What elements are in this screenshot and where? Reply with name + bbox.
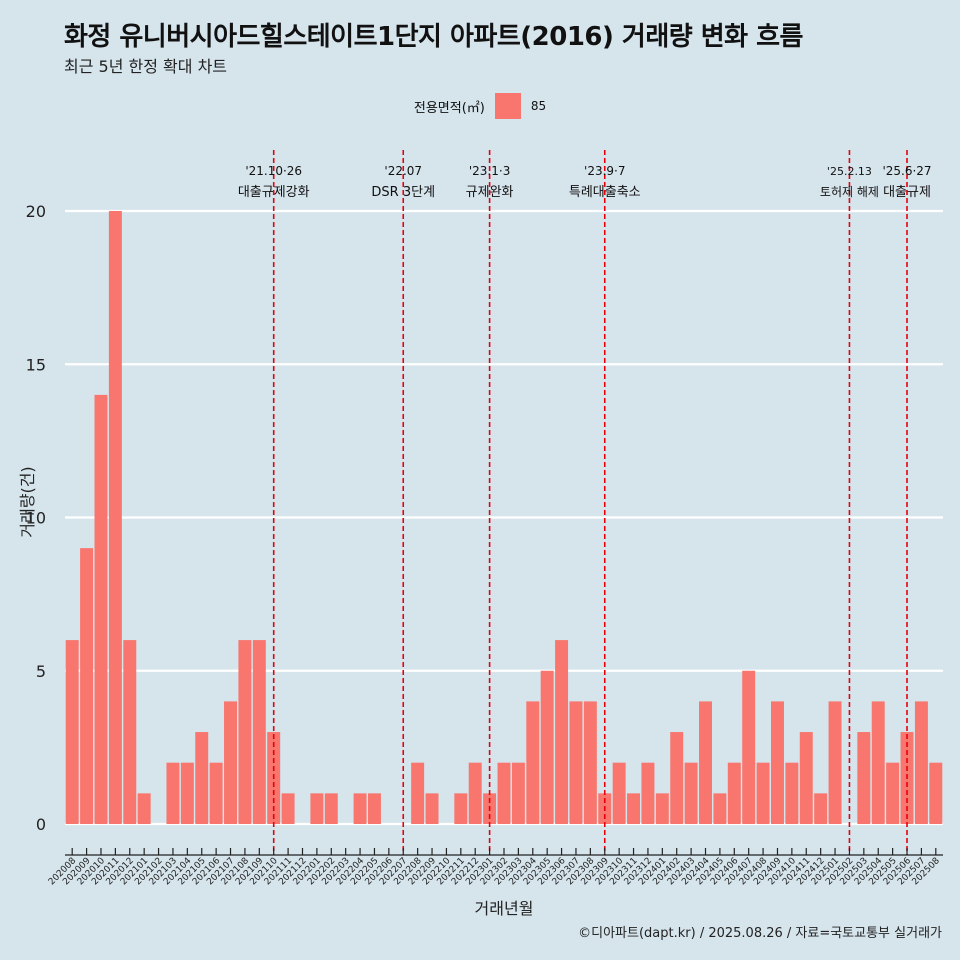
y-tick-label: 0 xyxy=(36,815,46,834)
bar-202406 xyxy=(727,762,741,824)
y-tick-label: 20 xyxy=(26,202,46,221)
legend-label-85: 85 xyxy=(530,99,547,113)
event-label: 토허제 해제 xyxy=(820,185,879,199)
bar-202303 xyxy=(511,762,525,824)
y-tick-label: 10 xyxy=(26,509,46,528)
bar-202401 xyxy=(655,793,669,824)
event-date: '25.2.13 xyxy=(827,165,872,178)
event-label: 특례대출축소 xyxy=(569,185,641,200)
bar-202011 xyxy=(108,211,122,824)
bar-202009 xyxy=(80,548,94,824)
bar-202308 xyxy=(583,701,597,824)
bar-202101 xyxy=(137,793,151,824)
bar-202409 xyxy=(770,701,784,824)
chart-title: 화정 유니버시아드힐스테이트1단지 아파트(2016) 거래량 변화 흐름 xyxy=(64,22,803,52)
bar-202501 xyxy=(828,701,842,824)
bar-202010 xyxy=(94,394,108,824)
bar-202205 xyxy=(367,793,381,824)
bar-202503 xyxy=(857,732,871,824)
bar-202508 xyxy=(929,762,943,824)
bar-202105 xyxy=(195,732,209,824)
bar-202408 xyxy=(756,762,770,824)
bar-202305 xyxy=(540,670,554,824)
bar-202311 xyxy=(627,793,641,824)
legend-swatch-85 xyxy=(494,93,521,119)
bar-202304 xyxy=(526,701,540,824)
y-axis-label: 거래량(건) xyxy=(18,466,37,537)
bar-202209 xyxy=(425,793,439,824)
bar-202208 xyxy=(411,762,425,824)
bar-202211 xyxy=(454,793,468,824)
bar-202402 xyxy=(670,732,684,824)
bar-202307 xyxy=(569,701,583,824)
bar-202103 xyxy=(166,762,180,824)
event-date: '23.1·3 xyxy=(469,164,510,178)
bar-202106 xyxy=(209,762,223,824)
bar-202411 xyxy=(799,732,813,824)
bar-202109 xyxy=(252,640,266,824)
legend: 전용면적(㎡) 85 xyxy=(0,93,960,119)
bar-202107 xyxy=(224,701,238,824)
event-label: 규제완화 xyxy=(466,185,514,200)
bar-202212 xyxy=(468,762,482,824)
source-caption: ©디아파트(dapt.kr) / 2025.08.26 / 자료=국토교통부 실… xyxy=(578,926,942,941)
bar-202312 xyxy=(641,762,655,824)
bar-202108 xyxy=(238,640,252,824)
bar-202008 xyxy=(65,640,79,824)
bar-202507 xyxy=(914,701,928,824)
bar-202403 xyxy=(684,762,698,824)
x-axis-label: 거래년월 xyxy=(475,899,534,918)
event-date: '21.10·26 xyxy=(245,164,302,178)
bar-202306 xyxy=(555,640,569,824)
bar-202505 xyxy=(886,762,900,824)
bar-202204 xyxy=(353,793,367,824)
bar-202410 xyxy=(785,762,799,824)
bar-202504 xyxy=(871,701,885,824)
y-tick-label: 5 xyxy=(36,662,46,681)
bar-202310 xyxy=(612,762,626,824)
legend-title: 전용면적(㎡) xyxy=(413,100,485,116)
bar-202201 xyxy=(310,793,324,824)
event-label: DSR 3단계 xyxy=(371,185,435,200)
bar-202111 xyxy=(281,793,295,824)
bar-202405 xyxy=(713,793,727,824)
y-tick-label: 15 xyxy=(26,355,46,374)
event-date: '22.07 xyxy=(384,164,422,178)
bar-202012 xyxy=(123,640,137,824)
bar-202104 xyxy=(180,762,194,824)
bar-202404 xyxy=(699,701,712,824)
event-lines: '21.10·26 대출규제강화 '22.07 DSR 3단계 '23.1·3 규제완화 '… xyxy=(238,150,932,855)
bar-202407 xyxy=(742,670,756,824)
bar-202202 xyxy=(324,793,338,824)
event-date: '25.6·27 xyxy=(882,164,931,178)
event-date: '23.9·7 xyxy=(584,164,625,178)
bar-202412 xyxy=(814,793,828,824)
bar-202302 xyxy=(497,762,511,824)
event-label: 대출규제강화 xyxy=(238,185,310,200)
event-label: 대출규제 xyxy=(883,185,931,200)
chart-subtitle: 최근 5년 한정 확대 차트 xyxy=(64,57,228,76)
